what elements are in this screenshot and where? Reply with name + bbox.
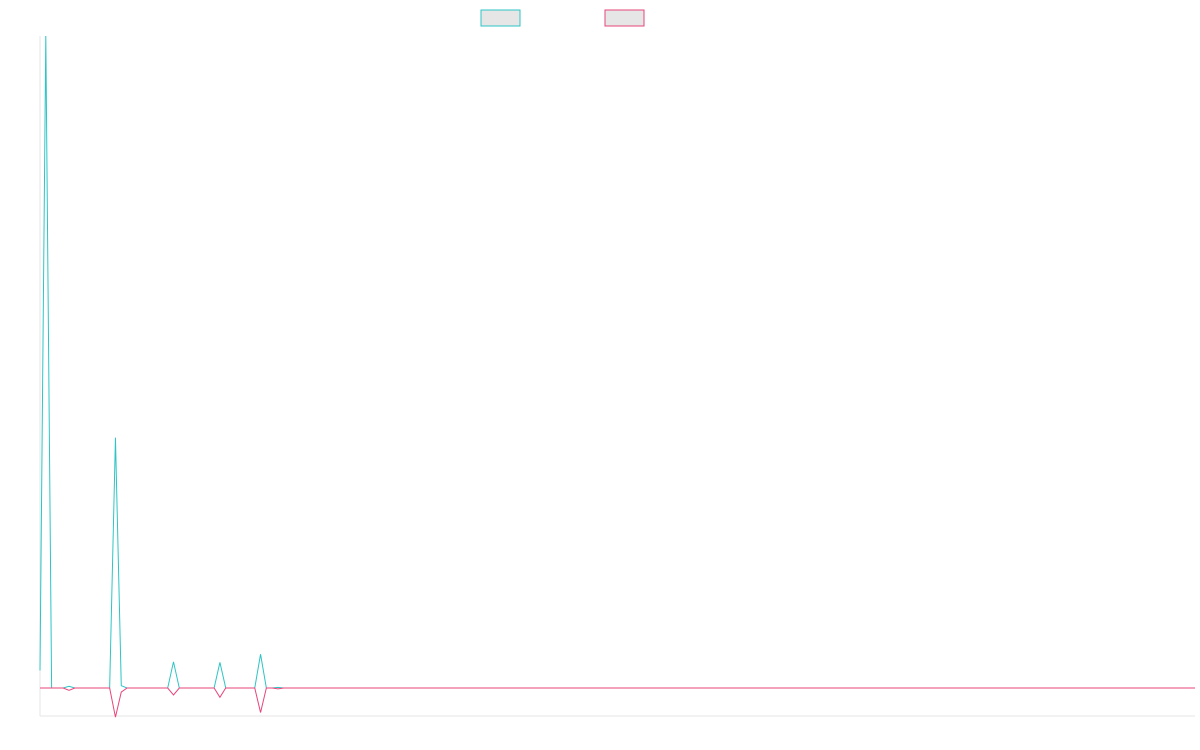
legend xyxy=(480,9,645,27)
legend-swatch-2[interactable] xyxy=(604,9,645,27)
axes xyxy=(39,36,1195,717)
series-line-1 xyxy=(39,35,1195,689)
legend-swatch-1[interactable] xyxy=(480,9,521,27)
series-line-2 xyxy=(40,687,1195,718)
plot-area xyxy=(39,35,1195,718)
